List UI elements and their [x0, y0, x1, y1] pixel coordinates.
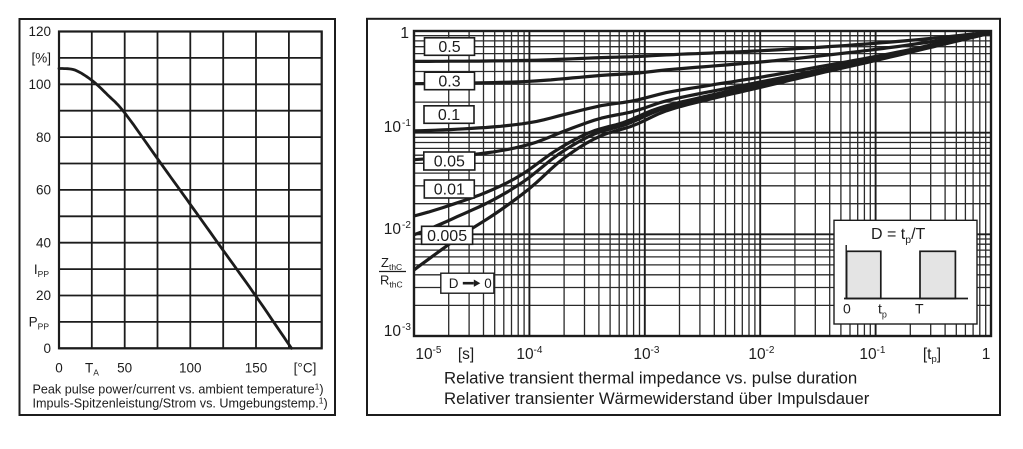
svg-text:60: 60	[36, 183, 51, 198]
svg-text:-4: -4	[534, 345, 543, 356]
svg-text:-1: -1	[402, 118, 411, 129]
svg-text:Impuls-Spitzenleistung/Strom v: Impuls-Spitzenleistung/Strom vs. Umgebun…	[33, 395, 328, 410]
svg-text:[s]: [s]	[458, 346, 474, 363]
svg-text:-2: -2	[766, 345, 775, 356]
svg-text:0.3: 0.3	[438, 74, 460, 91]
svg-text:40: 40	[36, 235, 51, 250]
svg-text:D: D	[449, 276, 459, 291]
svg-text:10: 10	[516, 346, 534, 363]
svg-text:[%]: [%]	[31, 51, 51, 66]
svg-text:0: 0	[55, 361, 63, 376]
svg-text:[°C]: [°C]	[294, 361, 317, 376]
svg-text:10: 10	[384, 323, 402, 340]
svg-text:T: T	[915, 301, 924, 317]
svg-text:Relative transient thermal imp: Relative transient thermal impedance vs.…	[444, 369, 857, 388]
svg-text:80: 80	[36, 130, 51, 145]
svg-text:10: 10	[859, 346, 877, 363]
svg-text:150: 150	[245, 361, 268, 376]
svg-text:10: 10	[415, 346, 433, 363]
svg-text:0: 0	[484, 276, 492, 291]
svg-text:-5: -5	[433, 345, 442, 356]
svg-text:10: 10	[633, 346, 651, 363]
svg-text:1: 1	[982, 346, 991, 363]
svg-text:50: 50	[117, 361, 132, 376]
svg-text:0.5: 0.5	[438, 39, 460, 56]
svg-text:10: 10	[384, 221, 402, 238]
svg-text:100: 100	[179, 361, 202, 376]
svg-text:0.01: 0.01	[434, 182, 465, 199]
svg-text:-1: -1	[877, 345, 886, 356]
svg-text:-2: -2	[402, 220, 411, 231]
svg-text:[tp]: [tp]	[923, 346, 941, 365]
svg-text:Relativer transienter Wärmewid: Relativer transienter Wärmewiderstand üb…	[444, 389, 870, 408]
svg-text:100: 100	[28, 77, 51, 92]
svg-text:-3: -3	[402, 322, 411, 333]
svg-text:10: 10	[748, 346, 766, 363]
svg-text:20: 20	[36, 288, 51, 303]
svg-text:10: 10	[384, 119, 402, 136]
svg-text:0: 0	[43, 341, 51, 356]
svg-text:0: 0	[843, 301, 851, 317]
svg-text:120: 120	[28, 24, 51, 39]
svg-text:1: 1	[400, 25, 409, 42]
svg-text:0.05: 0.05	[434, 154, 465, 171]
svg-text:0.005: 0.005	[427, 228, 467, 245]
svg-text:D = tp/T: D = tp/T	[871, 226, 926, 246]
svg-text:-3: -3	[651, 345, 660, 356]
svg-text:0.1: 0.1	[438, 107, 460, 124]
svg-text:Peak pulse power/current vs. a: Peak pulse power/current vs. ambient tem…	[33, 381, 324, 396]
svg-text:tp: tp	[878, 301, 887, 320]
